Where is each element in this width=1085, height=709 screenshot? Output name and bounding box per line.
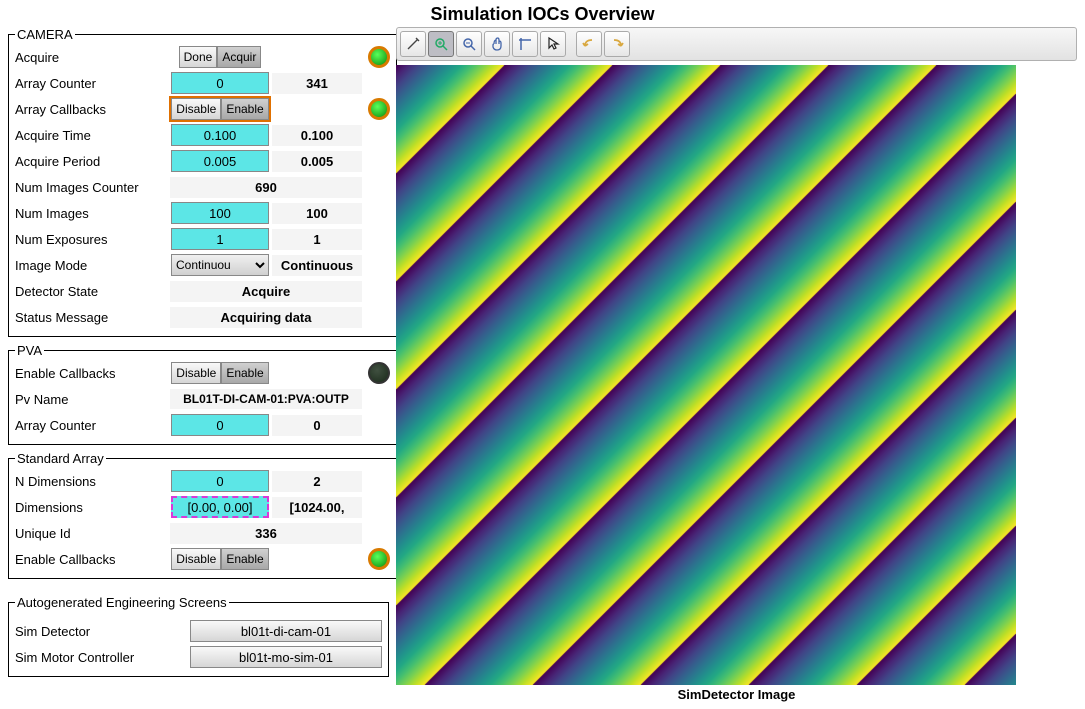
camera-group: CAMERA Acquire Done Acquir Array Counter… xyxy=(8,27,397,337)
undo-icon[interactable] xyxy=(576,31,602,57)
unique-id-rbv: 336 xyxy=(170,523,362,544)
array-callbacks-enable-button[interactable]: Enable xyxy=(221,98,268,120)
sim-detector-plot[interactable] xyxy=(396,65,1016,685)
detector-state-rbv: Acquire xyxy=(170,281,362,302)
sim-motor-button[interactable]: bl01t-mo-sim-01 xyxy=(190,646,382,668)
image-mode-rbv: Continuous xyxy=(272,255,362,276)
pva-callbacks-led xyxy=(368,362,390,384)
dims-input[interactable] xyxy=(171,496,269,518)
stdarr-legend: Standard Array xyxy=(15,451,106,466)
dims-rbv: [1024.00, xyxy=(272,497,362,518)
redo-icon[interactable] xyxy=(604,31,630,57)
crosshair-icon[interactable] xyxy=(512,31,538,57)
status-message-rbv: Acquiring data xyxy=(170,307,362,328)
acquire-period-rbv: 0.005 xyxy=(272,151,362,172)
array-callbacks-led xyxy=(368,98,390,120)
num-images-rbv: 100 xyxy=(272,203,362,224)
num-images-input[interactable] xyxy=(171,202,269,224)
sim-motor-label: Sim Motor Controller xyxy=(15,650,190,665)
stdarr-callbacks-disable-button[interactable]: Disable xyxy=(171,548,221,570)
num-exposures-input[interactable] xyxy=(171,228,269,250)
pva-group: PVA Enable Callbacks Disable Enable Pv N… xyxy=(8,343,397,445)
stdarr-callbacks-enable-button[interactable]: Enable xyxy=(221,548,268,570)
num-images-label: Num Images xyxy=(15,206,170,221)
pva-array-counter-input[interactable] xyxy=(171,414,269,436)
acquire-time-label: Acquire Time xyxy=(15,128,170,143)
array-callbacks-disable-button[interactable]: Disable xyxy=(171,98,221,120)
num-exposures-rbv: 1 xyxy=(272,229,362,250)
pva-array-counter-label: Array Counter xyxy=(15,418,170,433)
sim-detector-label: Sim Detector xyxy=(15,624,190,639)
ndims-rbv: 2 xyxy=(272,471,362,492)
pv-name-rbv: BL01T-DI-CAM-01:PVA:OUTP xyxy=(170,389,362,409)
pva-legend: PVA xyxy=(15,343,44,358)
acquire-period-label: Acquire Period xyxy=(15,154,170,169)
zoom-box-icon[interactable] xyxy=(428,31,454,57)
stdarr-group: Standard Array N Dimensions 2 Dimensions… xyxy=(8,451,397,579)
acquire-led xyxy=(368,46,390,68)
sim-detector-button[interactable]: bl01t-di-cam-01 xyxy=(190,620,382,642)
array-counter-input[interactable] xyxy=(171,72,269,94)
pva-callbacks-enable-button[interactable]: Enable xyxy=(221,362,268,384)
acquire-done-button[interactable]: Done xyxy=(179,46,218,68)
array-counter-label: Array Counter xyxy=(15,76,170,91)
detector-state-label: Detector State xyxy=(15,284,170,299)
autogen-legend: Autogenerated Engineering Screens xyxy=(15,595,229,610)
autogen-group: Autogenerated Engineering Screens Sim De… xyxy=(8,595,389,677)
stdarr-enable-callbacks-label: Enable Callbacks xyxy=(15,552,170,567)
num-images-counter-rbv: 690 xyxy=(170,177,362,198)
ndims-input[interactable] xyxy=(171,470,269,492)
pva-enable-callbacks-label: Enable Callbacks xyxy=(15,366,170,381)
pointer-icon[interactable] xyxy=(540,31,566,57)
status-message-label: Status Message xyxy=(15,310,170,325)
pva-array-counter-rbv: 0 xyxy=(272,415,362,436)
acquire-start-button[interactable]: Acquir xyxy=(217,46,261,68)
acquire-label: Acquire xyxy=(15,50,170,65)
plot-toolbar xyxy=(396,27,1077,61)
image-label: SimDetector Image xyxy=(396,687,1077,702)
acquire-time-rbv: 0.100 xyxy=(272,125,362,146)
num-exposures-label: Num Exposures xyxy=(15,232,170,247)
array-counter-rbv: 341 xyxy=(272,73,362,94)
pan-icon[interactable] xyxy=(484,31,510,57)
pva-callbacks-disable-button[interactable]: Disable xyxy=(171,362,221,384)
acquire-period-input[interactable] xyxy=(171,150,269,172)
config-icon[interactable] xyxy=(400,31,426,57)
ndims-label: N Dimensions xyxy=(15,474,170,489)
num-images-counter-label: Num Images Counter xyxy=(15,180,170,195)
array-callbacks-label: Array Callbacks xyxy=(15,102,170,117)
page-title: Simulation IOCs Overview xyxy=(0,0,1085,27)
image-mode-select[interactable]: Continuou xyxy=(171,254,269,276)
acquire-time-input[interactable] xyxy=(171,124,269,146)
unique-id-label: Unique Id xyxy=(15,526,170,541)
image-mode-label: Image Mode xyxy=(15,258,170,273)
stdarr-callbacks-led xyxy=(368,548,390,570)
pv-name-label: Pv Name xyxy=(15,392,170,407)
zoom-out-icon[interactable] xyxy=(456,31,482,57)
camera-legend: CAMERA xyxy=(15,27,75,42)
dims-label: Dimensions xyxy=(15,500,170,515)
